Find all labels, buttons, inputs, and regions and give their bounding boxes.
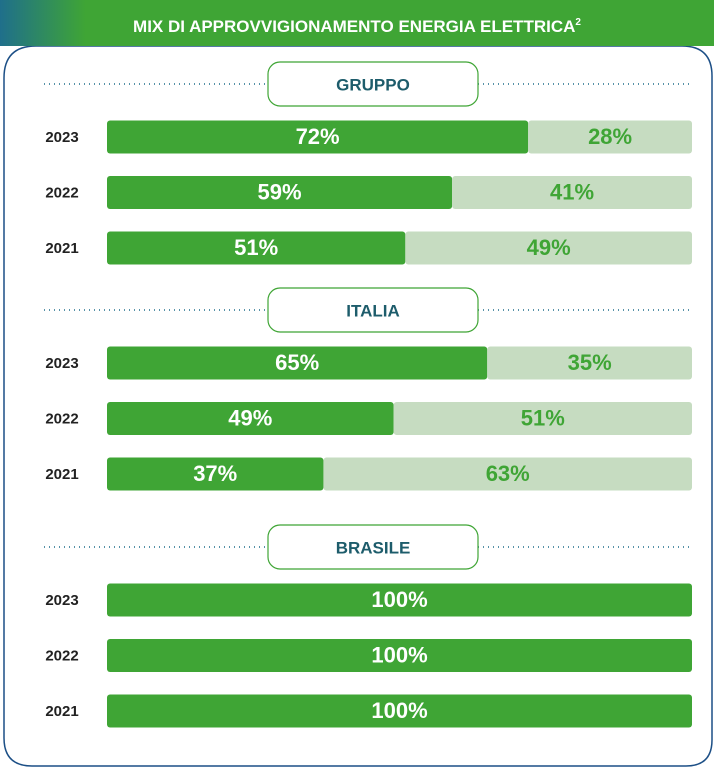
- group-pill: [267, 61, 479, 107]
- bar-segment: [487, 346, 692, 380]
- value-label: 41%: [550, 179, 594, 204]
- value-label: 100%: [371, 698, 427, 723]
- year-label: 2022: [45, 410, 78, 427]
- group-title: ITALIA: [346, 301, 400, 320]
- bar-segment: [107, 694, 692, 728]
- year-label: 2023: [45, 355, 78, 372]
- bar-segment: [107, 346, 488, 380]
- value-label: 100%: [371, 587, 427, 612]
- value-label: 28%: [588, 124, 632, 149]
- value-label: 51%: [521, 405, 565, 430]
- year-label: 2023: [45, 129, 78, 146]
- value-label: 72%: [296, 124, 340, 149]
- group-pill: [267, 287, 479, 333]
- value-label: 100%: [371, 642, 427, 667]
- bar-segment: [107, 231, 406, 265]
- value-label: 51%: [234, 235, 278, 260]
- year-label: 2021: [45, 240, 78, 257]
- group-title: GRUPPO: [336, 75, 410, 94]
- group-title: BRASILE: [336, 538, 411, 557]
- header-bar: [0, 0, 714, 46]
- header-title: MIX DI APPROVVIGIONAMENTO ENERGIA ELETTR…: [133, 17, 581, 37]
- bar-segment: [323, 457, 692, 491]
- header-title-text: MIX DI APPROVVIGIONAMENTO ENERGIA ELETTR…: [133, 17, 575, 36]
- bar-segment: [107, 120, 529, 154]
- bar-segment: [393, 402, 692, 435]
- year-label: 2022: [45, 184, 78, 201]
- group-pill: [267, 524, 479, 570]
- bar-segment: [452, 176, 692, 209]
- value-label: 65%: [275, 350, 319, 375]
- value-label: 37%: [193, 461, 237, 486]
- bar-segment: [107, 583, 692, 617]
- year-label: 2022: [45, 647, 78, 664]
- year-label: 2021: [45, 703, 78, 720]
- year-label: 2021: [45, 466, 78, 483]
- bar-segment: [528, 120, 692, 154]
- bar-segment: [107, 176, 453, 209]
- value-label: 63%: [486, 461, 530, 486]
- bar-segment: [107, 457, 324, 491]
- bar-segment: [107, 639, 692, 672]
- value-label: 35%: [568, 350, 612, 375]
- value-label: 49%: [228, 405, 272, 430]
- value-label: 59%: [258, 179, 302, 204]
- year-label: 2023: [45, 592, 78, 609]
- bar-segment: [107, 402, 394, 435]
- value-label: 49%: [527, 235, 571, 260]
- header-superscript: 2: [575, 17, 581, 28]
- bar-segment: [405, 231, 692, 265]
